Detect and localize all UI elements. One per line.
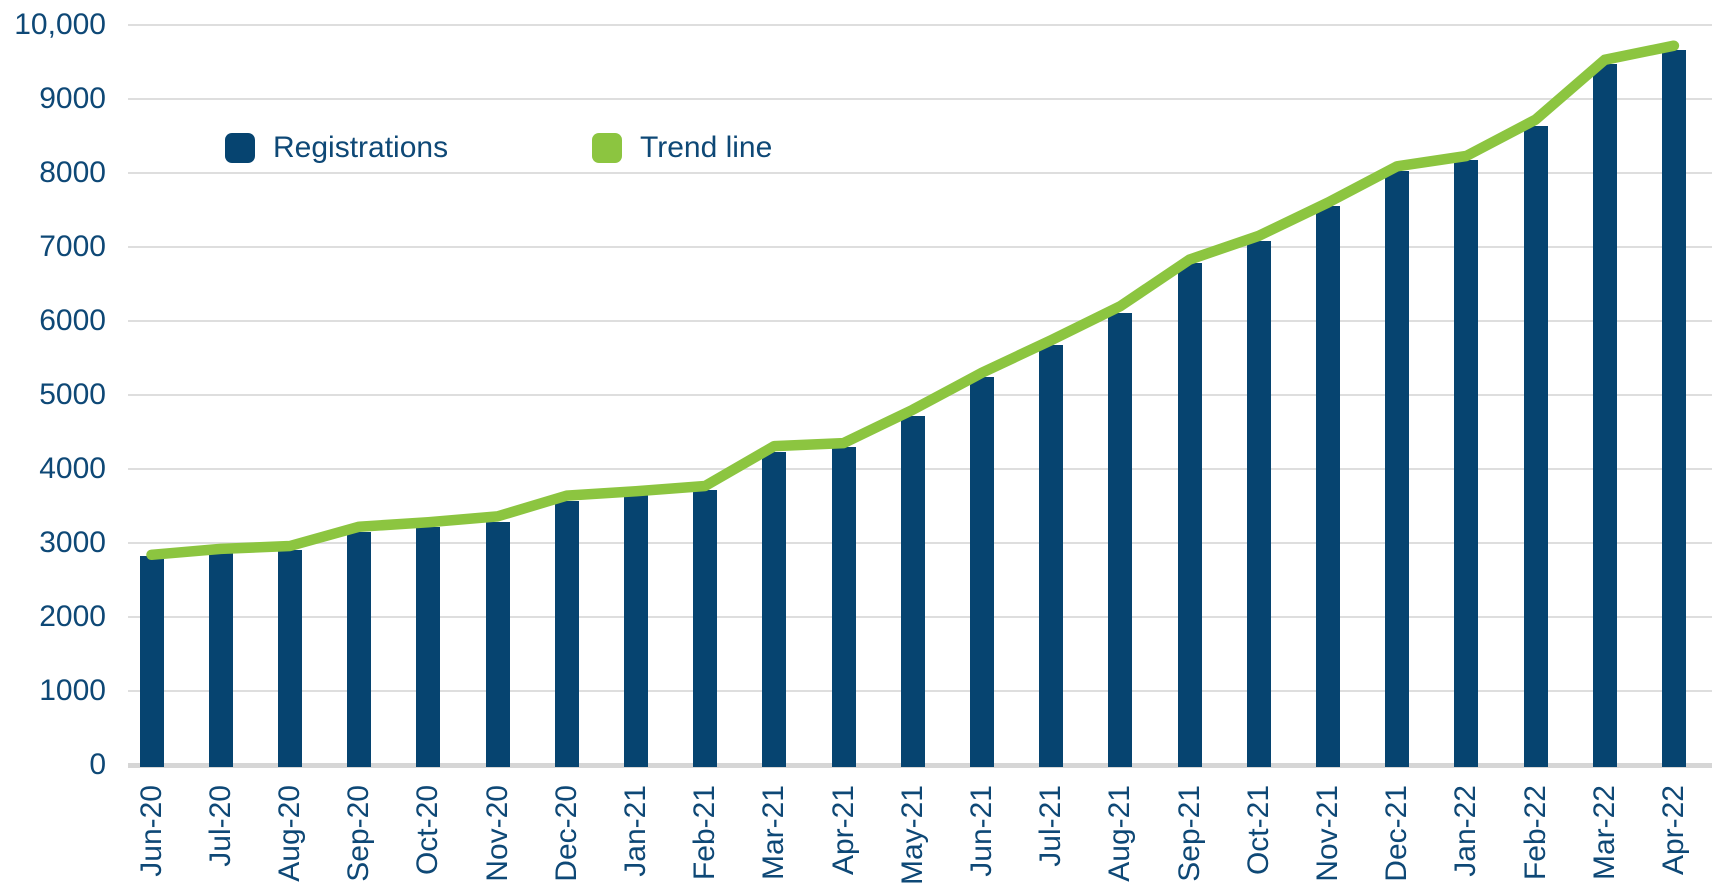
registrations-swatch-icon: [225, 133, 255, 163]
x-tick-label: Jul-20: [203, 785, 237, 867]
x-tick-label: Feb-21: [688, 785, 722, 881]
bar-Nov-21: [1315, 206, 1340, 767]
bar-May-21: [900, 415, 925, 767]
x-tick-label: Oct-21: [1241, 785, 1275, 876]
x-tick-label: Jun-20: [134, 785, 168, 877]
bar-Sep-21: [1177, 263, 1202, 767]
y-tick-label: 6000: [39, 304, 106, 337]
bar-Jan-22: [1454, 159, 1479, 767]
bar-Dec-21: [1385, 170, 1410, 767]
bar-Jan-21: [623, 494, 648, 767]
bar-Dec-20: [554, 500, 579, 767]
bar-Nov-20: [485, 521, 510, 767]
bar-Mar-21: [762, 451, 787, 767]
y-tick-label: 0: [89, 748, 106, 781]
x-tick-label: Jul-21: [1034, 785, 1068, 867]
x-tick-label: Apr-21: [826, 785, 860, 876]
x-tick-label: Feb-22: [1518, 785, 1552, 881]
legend-label-registrations: Registrations: [273, 131, 449, 164]
legend-item-registrations: Registrations: [225, 133, 448, 163]
bar-Aug-20: [277, 549, 302, 767]
x-tick-label: Jan-21: [618, 785, 652, 877]
x-tick-label: Sep-21: [1172, 785, 1206, 882]
bar-Sep-20: [347, 531, 372, 767]
x-tick-label: Mar-22: [1587, 785, 1621, 881]
y-tick-label: 2000: [39, 600, 106, 633]
x-tick-label: Dec-20: [549, 785, 583, 882]
x-tick-label: Aug-21: [1103, 785, 1137, 882]
y-tick-label: 9000: [39, 82, 106, 115]
bar-Jun-21: [969, 377, 994, 767]
legend: Registrations Trend line: [0, 133, 1712, 163]
legend-label-trend-line: Trend line: [640, 131, 773, 164]
bar-Feb-22: [1523, 125, 1548, 767]
bar-Oct-20: [416, 527, 441, 767]
x-tick-label: May-21: [895, 785, 929, 886]
gridline: [128, 24, 1712, 26]
bar-Feb-21: [693, 489, 718, 767]
y-tick-label: 7000: [39, 230, 106, 263]
y-tick-label: 3000: [39, 526, 106, 559]
x-tick-label: Nov-21: [1310, 785, 1344, 882]
x-tick-label: Nov-20: [480, 785, 514, 882]
bar-Apr-21: [831, 446, 856, 767]
bar-Jul-21: [1039, 345, 1064, 767]
x-tick-label: Oct-20: [411, 785, 445, 876]
x-tick-label: Dec-21: [1380, 785, 1414, 882]
x-tick-label: Aug-20: [272, 785, 306, 882]
bar-Jul-20: [208, 552, 233, 767]
y-tick-label: 4000: [39, 452, 106, 485]
bar-Oct-21: [1246, 241, 1271, 767]
legend-item-trend-line: Trend line: [592, 133, 772, 163]
y-tick-label: 1000: [39, 674, 106, 707]
x-tick-label: Apr-22: [1656, 785, 1690, 876]
bar-Mar-22: [1592, 64, 1617, 767]
y-tick-label: 5000: [39, 378, 106, 411]
x-tick-label: Sep-20: [342, 785, 376, 882]
x-tick-label: Jan-22: [1449, 785, 1483, 877]
x-tick-label: Mar-21: [757, 785, 791, 881]
x-tick-label: Jun-21: [964, 785, 998, 877]
y-tick-label: 8000: [39, 156, 106, 189]
bar-Jun-20: [139, 556, 164, 767]
gridline: [128, 98, 1712, 100]
trend-line-swatch-icon: [592, 133, 622, 163]
y-tick-label: 10,000: [14, 8, 106, 41]
bar-Aug-21: [1108, 312, 1133, 767]
